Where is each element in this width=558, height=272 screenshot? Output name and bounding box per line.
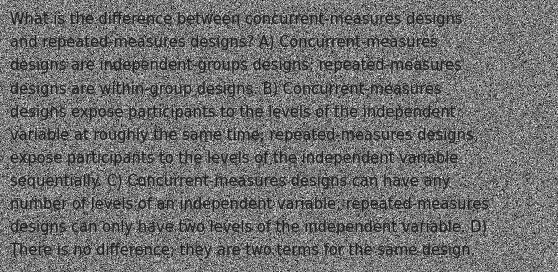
Text: designs expose participants to the levels of the independent: designs expose participants to the level… bbox=[10, 105, 455, 120]
Text: designs are within-group designs. B) Concurrent-measures: designs are within-group designs. B) Con… bbox=[10, 82, 442, 97]
Text: designs can only have two levels of the independent variable. D): designs can only have two levels of the … bbox=[10, 220, 487, 235]
Text: sequentially. C) Concurrent-measures designs can have any: sequentially. C) Concurrent-measures des… bbox=[10, 174, 450, 189]
Text: variable at roughly the same time; repeated-measures designs: variable at roughly the same time; repea… bbox=[10, 128, 474, 143]
Text: number of levels of an independent variable; repeated-measures: number of levels of an independent varia… bbox=[10, 197, 489, 212]
Text: What is the difference between concurrent-measures designs: What is the difference between concurren… bbox=[10, 12, 463, 27]
Text: There is no difference; they are two terms for the same design.: There is no difference; they are two ter… bbox=[10, 243, 475, 258]
Text: expose participants to the levels of the independent variable: expose participants to the levels of the… bbox=[10, 151, 458, 166]
Text: and repeated-measures designs? A) Concurrent-measures: and repeated-measures designs? A) Concur… bbox=[10, 35, 438, 50]
Text: designs are independent-groups designs; repeated-measures: designs are independent-groups designs; … bbox=[10, 58, 462, 73]
